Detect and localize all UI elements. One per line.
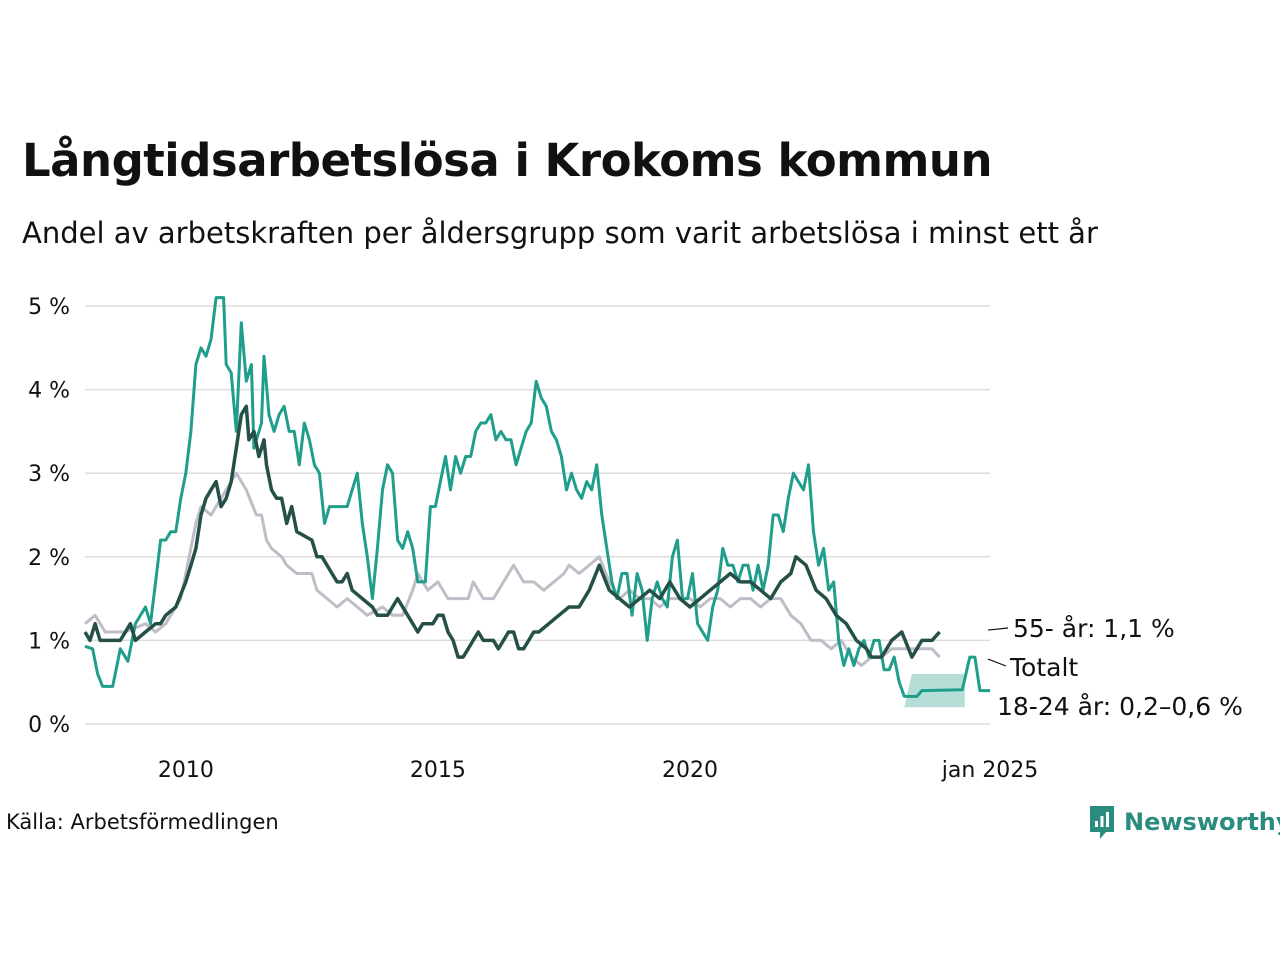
x-tick-label: jan 2025 — [941, 758, 1039, 783]
x-tick-label: 2015 — [410, 758, 466, 783]
series-lines — [83, 296, 990, 698]
newsworthy-logo: Newsworthy — [1088, 804, 1280, 840]
y-tick-label: 3 % — [28, 462, 70, 487]
grid-lines — [85, 305, 990, 725]
x-tick-label: 2010 — [158, 758, 214, 783]
series-line-old — [83, 404, 941, 659]
y-tick-label: 5 % — [28, 295, 70, 320]
source-note: Källa: Arbetsförmedlingen — [6, 810, 279, 834]
chart-subtitle: Andel av arbetskraften per åldersgrupp s… — [22, 216, 1098, 250]
y-tick-label: 1 % — [28, 629, 70, 654]
newsworthy-logo-icon — [1090, 806, 1114, 839]
y-axis-ticks: 0 % 1 % 2 % 3 % 4 % 5 % — [28, 295, 70, 738]
newsworthy-logo-text: Newsworthy — [1124, 808, 1280, 836]
leader-line-total — [987, 658, 1007, 667]
y-tick-label: 2 % — [28, 546, 70, 571]
end-label-old: 55- år: 1,1 % — [1013, 614, 1175, 643]
chart-title: Långtidsarbetslösa i Krokoms kommun — [22, 134, 993, 187]
end-label-young: 18-24 år: 0,2–0,6 % — [997, 692, 1243, 721]
end-labels: 55- år: 1,1 % Totalt 18-24 år: 0,2–0,6 % — [987, 614, 1243, 721]
leader-line-old — [987, 627, 1009, 631]
series-line-total — [84, 471, 941, 667]
x-axis-ticks: 2010 2015 2020 jan 2025 — [158, 758, 1038, 783]
x-tick-label: 2020 — [662, 758, 718, 783]
y-tick-label: 4 % — [28, 379, 70, 404]
y-tick-label: 0 % — [28, 713, 70, 738]
series-line-young — [84, 296, 990, 698]
end-label-total: Totalt — [1009, 653, 1078, 682]
